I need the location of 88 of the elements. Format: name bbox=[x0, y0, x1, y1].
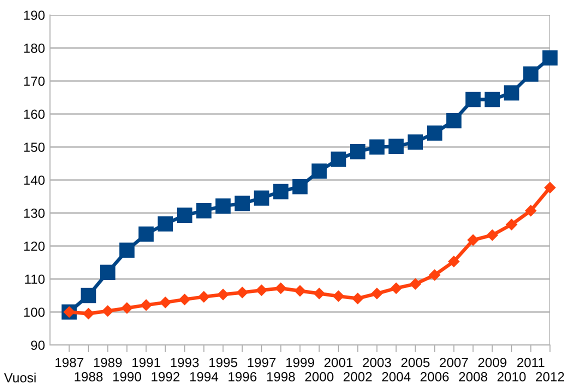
point bbox=[292, 178, 308, 194]
point bbox=[160, 296, 171, 308]
point bbox=[350, 144, 366, 160]
x-tick-label: 1991 bbox=[132, 358, 160, 368]
x-tick-label: 1995 bbox=[209, 358, 238, 368]
y-tick-label: 110 bbox=[25, 274, 45, 284]
point bbox=[275, 282, 286, 294]
point bbox=[371, 288, 383, 300]
point bbox=[100, 264, 116, 280]
point bbox=[330, 152, 346, 167]
y-tick-label: 100 bbox=[24, 308, 45, 317]
point bbox=[294, 285, 306, 296]
x-tick-label: 2005 bbox=[401, 358, 430, 368]
point bbox=[352, 292, 364, 304]
x-tick-label: 2006 bbox=[420, 372, 449, 382]
point bbox=[198, 291, 210, 302]
point bbox=[217, 288, 229, 300]
point bbox=[408, 134, 424, 150]
point bbox=[369, 139, 385, 155]
point bbox=[388, 138, 404, 154]
y-tick-label: 150 bbox=[24, 142, 45, 152]
x-tick-label: 1992 bbox=[152, 372, 180, 382]
x-tick-label: 2002 bbox=[344, 372, 372, 382]
x-tick-label: 1989 bbox=[94, 358, 122, 368]
point bbox=[119, 242, 135, 258]
x-tick-label: 1990 bbox=[113, 372, 142, 382]
x-tick-label: 2004 bbox=[382, 372, 410, 382]
x-tick-label: 1994 bbox=[190, 372, 218, 382]
point bbox=[256, 284, 268, 296]
x-tick-label: 1999 bbox=[286, 358, 314, 368]
point bbox=[80, 288, 96, 304]
point bbox=[484, 92, 500, 108]
point bbox=[102, 305, 114, 317]
x-axis-title: Vuosi bbox=[4, 372, 36, 382]
point bbox=[140, 299, 152, 311]
point bbox=[429, 269, 440, 281]
point bbox=[426, 126, 442, 141]
point bbox=[544, 182, 556, 194]
x-tick-label: 2007 bbox=[440, 358, 468, 368]
point bbox=[332, 290, 344, 302]
x-tick-label: 2012 bbox=[536, 372, 564, 382]
point bbox=[525, 205, 536, 216]
point bbox=[523, 66, 538, 82]
point bbox=[254, 190, 270, 206]
x-tick-label: 2000 bbox=[305, 372, 334, 382]
y-tick-label: 140 bbox=[24, 176, 45, 185]
x-tick-label: 2010 bbox=[498, 372, 526, 382]
x-tick-label: 2003 bbox=[362, 358, 392, 368]
point bbox=[215, 198, 231, 214]
point bbox=[234, 196, 250, 212]
x-tick-label: 1996 bbox=[228, 372, 256, 382]
x-tick-label: 1998 bbox=[267, 372, 295, 382]
point bbox=[448, 256, 460, 268]
point bbox=[158, 216, 174, 232]
point bbox=[465, 92, 481, 108]
x-tick-label: 2001 bbox=[324, 358, 352, 368]
x-tick-label: 1997 bbox=[248, 358, 276, 368]
point bbox=[196, 203, 212, 218]
point bbox=[486, 230, 498, 241]
x-tick-label: 1987 bbox=[56, 358, 84, 368]
point bbox=[506, 218, 518, 230]
x-tick-label: 2008 bbox=[459, 372, 488, 382]
point bbox=[410, 278, 421, 290]
point bbox=[314, 288, 325, 300]
point bbox=[121, 302, 133, 314]
x-tick-label: 2011 bbox=[517, 358, 544, 368]
point bbox=[138, 226, 154, 242]
point bbox=[542, 50, 558, 66]
y-tick-label: 180 bbox=[24, 44, 45, 53]
x-tick-label: 1993 bbox=[170, 358, 199, 368]
point bbox=[390, 282, 402, 294]
y-tick-label: 160 bbox=[24, 110, 45, 119]
y-tick-label: 120 bbox=[24, 242, 45, 251]
point bbox=[236, 286, 248, 298]
point bbox=[82, 308, 94, 320]
point bbox=[504, 85, 520, 101]
point bbox=[273, 184, 288, 200]
y-tick-label: 190 bbox=[24, 10, 45, 20]
point bbox=[312, 163, 327, 179]
y-tick-label: 130 bbox=[24, 208, 45, 218]
x-tick-label: 2009 bbox=[478, 358, 506, 368]
x-tick-label: 1988 bbox=[74, 372, 103, 382]
point bbox=[467, 234, 479, 246]
y-tick-label: 90 bbox=[31, 340, 45, 350]
point bbox=[179, 294, 190, 306]
point bbox=[176, 208, 192, 223]
point bbox=[446, 112, 462, 128]
y-tick-label: 170 bbox=[24, 76, 45, 86]
